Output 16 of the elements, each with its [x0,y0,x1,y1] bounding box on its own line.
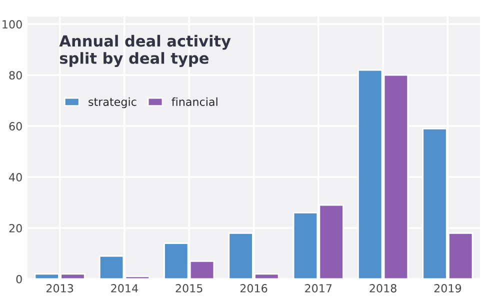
x-tick-label: 2017 [305,284,332,292]
y-tick-label: 40 [9,173,22,182]
x-tick-label: 2014 [111,284,138,292]
x-tick-label: 2018 [370,284,396,292]
x-tick-label: 2013 [46,284,74,292]
legend-label: financial [172,97,218,106]
text: Annual deal activity split by deal type [59,34,231,68]
x-tick-label: 2016 [240,284,268,292]
y-tick-label: 0 [16,274,22,284]
y-tick-label: 100 [2,20,22,29]
x-tick-label: 2015 [176,284,202,292]
x-tick-label: 2019 [434,284,462,292]
y-tick-label: 80 [9,71,22,80]
legend-label: strategic [88,97,136,108]
y-tick-label: 20 [9,224,22,232]
y-tick-label: 60 [9,122,22,130]
